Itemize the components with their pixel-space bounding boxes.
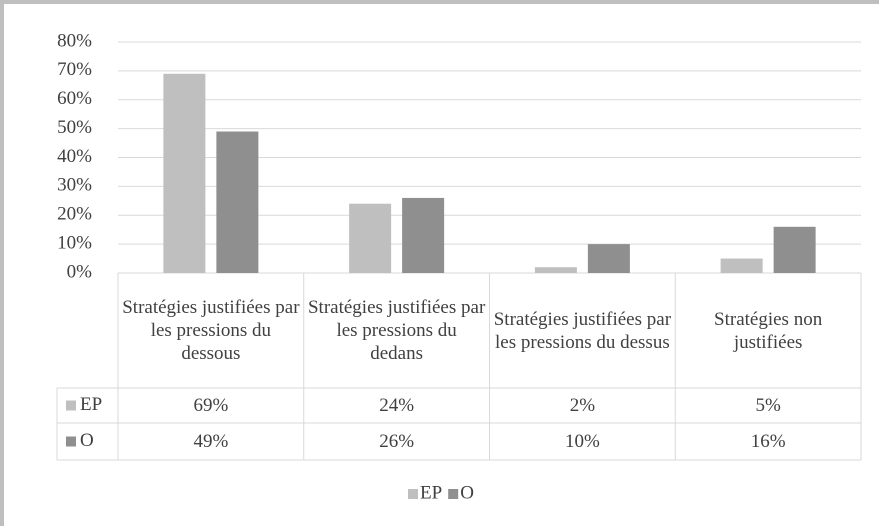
bar xyxy=(349,203,392,273)
bar xyxy=(402,197,445,273)
bar xyxy=(773,226,816,273)
row-header: O xyxy=(80,430,94,451)
y-tick-label: 20% xyxy=(57,204,92,225)
y-tick-label: 70% xyxy=(57,59,92,80)
y-tick-label: 50% xyxy=(57,117,92,138)
y-tick-label: 30% xyxy=(57,175,92,196)
table-cell: 2% xyxy=(569,395,596,416)
table-cell: Stratégies justifiées par les pressions … xyxy=(307,297,486,364)
table-cell: Stratégies justifiées par les pressions … xyxy=(493,308,672,353)
bar xyxy=(534,267,577,273)
y-tick-label: 60% xyxy=(57,88,92,109)
table-cell: 26% xyxy=(379,431,415,452)
table-cell: 16% xyxy=(750,431,786,452)
legend-key xyxy=(448,489,459,499)
legend-label: EP xyxy=(420,482,442,503)
y-tick-label: 40% xyxy=(57,146,92,167)
legend-key xyxy=(66,400,76,411)
legend-key xyxy=(66,436,76,447)
table-cell: 5% xyxy=(755,395,781,416)
table-cell: 10% xyxy=(564,431,600,452)
legend-label: O xyxy=(460,482,474,503)
table-cell: Stratégies non justifiées xyxy=(714,308,823,353)
y-tick-label: 80% xyxy=(57,30,92,51)
table-cell: 69% xyxy=(193,395,229,416)
row-header: EP xyxy=(80,394,102,415)
y-tick-label: 10% xyxy=(57,232,92,253)
table-cell: Stratégies justifiées par les pressions … xyxy=(122,297,300,364)
bar xyxy=(720,258,763,273)
table-cell: 49% xyxy=(193,431,229,452)
legend-key xyxy=(408,489,418,499)
bar xyxy=(216,131,259,273)
y-tick-label: 0% xyxy=(67,261,93,282)
bar xyxy=(163,73,206,273)
table-cell: 24% xyxy=(379,395,415,416)
bar xyxy=(587,244,630,273)
